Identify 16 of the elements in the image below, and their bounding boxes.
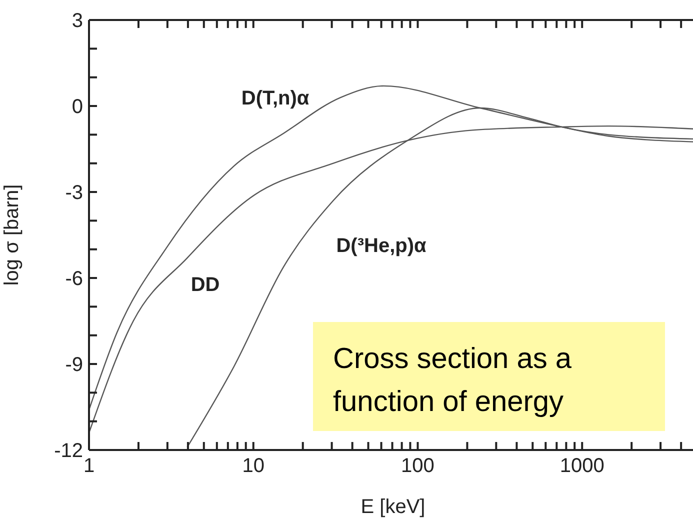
- y-tick-label: -6: [65, 268, 83, 290]
- series-label: DD: [190, 274, 220, 296]
- x-tick-label: 1: [83, 455, 95, 478]
- y-tick-label: -12: [54, 440, 83, 462]
- series-label: D(³He,p)α: [336, 235, 428, 258]
- x-tick-label: 100: [401, 455, 434, 478]
- y-tick-label: -3: [65, 182, 83, 204]
- y-tick-label: 3: [72, 10, 83, 32]
- x-tick-label: 1000: [560, 455, 604, 478]
- note-box: Cross section as a function of energy: [313, 322, 665, 431]
- y-axis-title: log σ [barn]: [1, 184, 24, 286]
- y-tick-label: 0: [72, 96, 83, 118]
- x-axis-title: E [keV]: [360, 496, 426, 518]
- x-tick-label: 10: [242, 455, 264, 478]
- series-label: D(T,n)α: [241, 88, 310, 110]
- y-tick-label: -9: [65, 354, 83, 376]
